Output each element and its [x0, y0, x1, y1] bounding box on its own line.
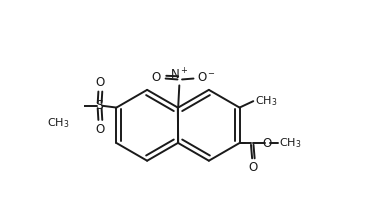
Text: O$^-$: O$^-$	[197, 71, 216, 84]
Text: S: S	[95, 99, 103, 112]
Text: CH$_3$: CH$_3$	[279, 136, 301, 150]
Text: CH$_3$: CH$_3$	[255, 94, 277, 108]
Text: O: O	[152, 71, 161, 84]
Text: O: O	[263, 137, 272, 150]
Text: N$^+$: N$^+$	[170, 67, 189, 82]
Text: O: O	[96, 76, 105, 89]
Text: O: O	[96, 123, 105, 136]
Text: O: O	[249, 161, 258, 174]
Text: CH$_3$: CH$_3$	[47, 116, 69, 130]
